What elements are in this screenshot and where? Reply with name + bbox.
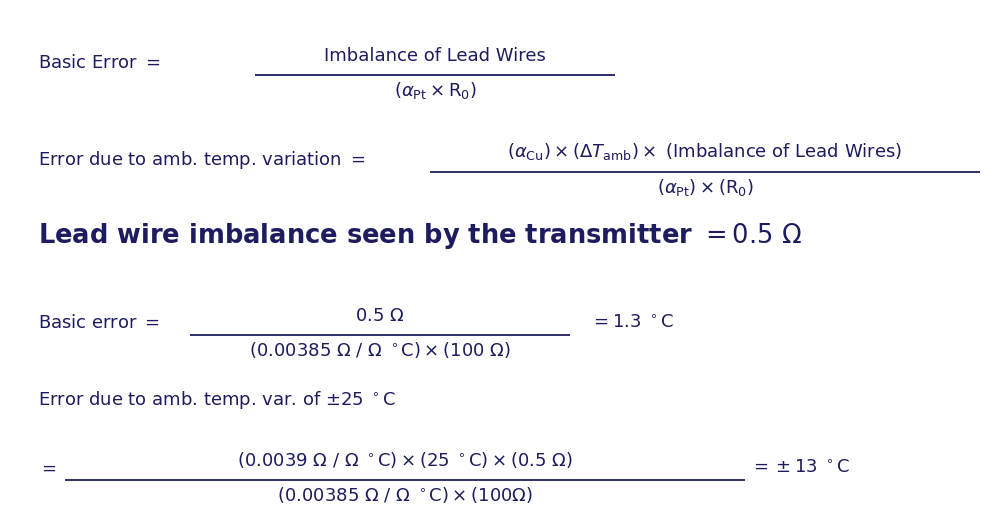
Text: Error due to amb. temp. variation $=$: Error due to amb. temp. variation $=$ (38, 149, 366, 171)
Text: $(\alpha_\mathrm{Pt}) \times (\mathrm{R_0})$: $(\alpha_\mathrm{Pt}) \times (\mathrm{R_… (656, 177, 754, 198)
Text: $=$: $=$ (38, 459, 56, 477)
Text: Basic error $=$: Basic error $=$ (38, 314, 160, 332)
Text: $(\alpha_\mathrm{Pt} \times \mathrm{R_0})$: $(\alpha_\mathrm{Pt} \times \mathrm{R_0}… (394, 80, 476, 101)
Text: $= \pm 13\ ^\circ\mathrm{C}$: $= \pm 13\ ^\circ\mathrm{C}$ (750, 459, 850, 477)
Text: $= 1.3\ ^\circ\mathrm{C}$: $= 1.3\ ^\circ\mathrm{C}$ (590, 314, 673, 332)
Text: Basic Error $=$: Basic Error $=$ (38, 54, 161, 72)
Text: Lead wire imbalance seen by the transmitter $= 0.5\ \Omega$: Lead wire imbalance seen by the transmit… (38, 221, 802, 251)
Text: $(0.00385\ \Omega\ /\ \Omega\ ^\circ\mathrm{C}) \times (100\ \Omega)$: $(0.00385\ \Omega\ /\ \Omega\ ^\circ\mat… (249, 340, 511, 360)
Text: $(0.0039\ \Omega\ /\ \Omega\ ^\circ\mathrm{C}) \times (25\ ^\circ\mathrm{C}) \ti: $(0.0039\ \Omega\ /\ \Omega\ ^\circ\math… (237, 450, 573, 470)
Text: $(\alpha_\mathrm{Cu}) \times (\Delta T_\mathrm{amb}) \times$ (Imbalance of Lead : $(\alpha_\mathrm{Cu}) \times (\Delta T_\… (508, 141, 902, 162)
Text: Error due to amb. temp. var. of $\pm 25\ ^\circ\mathrm{C}$: Error due to amb. temp. var. of $\pm 25\… (38, 389, 396, 411)
Text: $(0.00385\ \Omega\ /\ \Omega\ ^\circ\mathrm{C}) \times (100\Omega)$: $(0.00385\ \Omega\ /\ \Omega\ ^\circ\mat… (277, 485, 533, 505)
Text: Imbalance of Lead Wires: Imbalance of Lead Wires (324, 47, 546, 65)
Text: $0.5\ \Omega$: $0.5\ \Omega$ (355, 307, 405, 325)
